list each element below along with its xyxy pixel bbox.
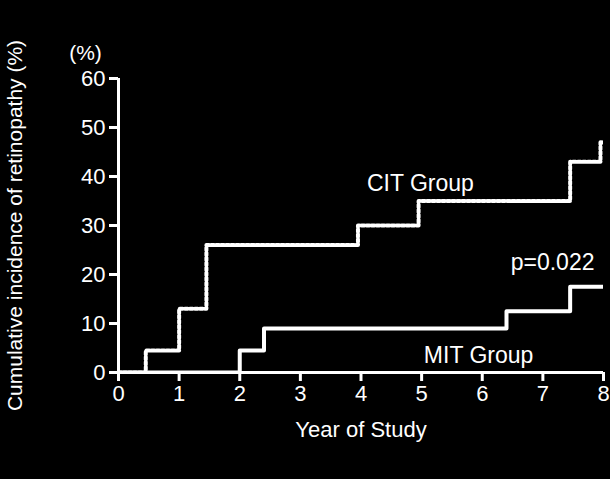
- svg-text:10: 10: [81, 311, 105, 336]
- svg-text:MIT Group: MIT Group: [424, 342, 534, 368]
- svg-text:Year of Study: Year of Study: [295, 417, 426, 442]
- svg-text:2: 2: [234, 381, 246, 406]
- svg-text:0: 0: [93, 360, 105, 385]
- svg-text:7: 7: [537, 381, 549, 406]
- svg-text:p=0.022: p=0.022: [511, 249, 595, 275]
- svg-text:1: 1: [173, 381, 185, 406]
- svg-text:30: 30: [81, 213, 105, 238]
- svg-text:40: 40: [81, 164, 105, 189]
- svg-text:0: 0: [112, 381, 124, 406]
- svg-text:Cumulative incidence of retino: Cumulative incidence of retinopathy (%): [3, 40, 26, 411]
- svg-text:5: 5: [416, 381, 428, 406]
- svg-text:20: 20: [81, 262, 105, 287]
- svg-text:(%): (%): [69, 41, 102, 64]
- svg-text:8: 8: [597, 381, 609, 406]
- svg-text:CIT Group: CIT Group: [367, 170, 474, 196]
- svg-text:6: 6: [476, 381, 488, 406]
- svg-text:50: 50: [81, 115, 105, 140]
- svg-text:60: 60: [81, 66, 105, 91]
- svg-text:3: 3: [294, 381, 306, 406]
- svg-text:4: 4: [355, 381, 367, 406]
